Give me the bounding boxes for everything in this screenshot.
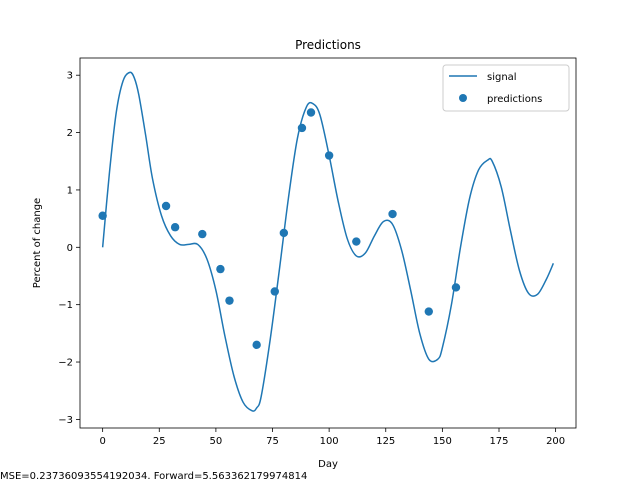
footer-metrics: MSE=0.23736093554192034. Forward=5.56336…: [0, 471, 307, 480]
chart-title: Predictions: [295, 38, 361, 52]
axes-frame: [79, 57, 577, 429]
y-axis-label: Percent of change: [32, 198, 43, 288]
prediction-point: [170, 223, 180, 232]
x-tick-label: 150: [433, 436, 452, 447]
legend: signal predictions: [442, 64, 570, 112]
prediction-point: [324, 151, 334, 160]
prediction-point: [279, 228, 289, 238]
x-tick-label: 25: [153, 436, 166, 447]
prediction-point: [161, 201, 171, 211]
plot-area: [79, 57, 577, 429]
x-axis-label: Day: [318, 459, 338, 470]
x-tick-label: 125: [376, 436, 395, 447]
prediction-point: [98, 211, 107, 220]
y-tick-label: 2: [67, 128, 73, 139]
prediction-point: [198, 229, 207, 239]
x-tick-label: 200: [546, 436, 565, 447]
x-tick-label: 175: [489, 436, 508, 447]
series-layer: [98, 71, 555, 412]
prediction-point: [270, 287, 279, 296]
prediction-point: [297, 123, 307, 133]
prediction-point: [388, 209, 397, 219]
y-tick-label: −2: [58, 358, 73, 369]
y-tick-label: 3: [67, 71, 73, 82]
y-tick-label: 1: [67, 185, 73, 196]
x-tick-label: 100: [320, 436, 339, 447]
x-tick-label: 75: [266, 436, 279, 447]
prediction-point: [225, 296, 234, 305]
plot-background: [80, 58, 576, 428]
y-tick-label: 0: [67, 243, 73, 254]
y-tick-label: −1: [58, 300, 73, 311]
x-tick-label: 0: [99, 436, 105, 447]
prediction-point: [352, 237, 361, 246]
y-tick-label: −3: [58, 415, 73, 426]
prediction-point: [306, 108, 316, 117]
y-axis-ticks: −3 −2 −1 0 1 2 3: [58, 71, 80, 426]
prediction-point: [252, 340, 261, 350]
legend-predictions-label: predictions: [487, 94, 542, 105]
legend-predictions-swatch: [459, 94, 467, 102]
x-tick-label: 50: [210, 436, 223, 447]
prediction-point: [424, 307, 433, 316]
prediction-point: [451, 283, 461, 292]
legend-signal-label: signal: [487, 72, 517, 83]
prediction-point: [216, 264, 225, 274]
signal-line: [101, 71, 555, 412]
x-axis-ticks: 0 25 50 75 100 125 150 175 200: [99, 428, 565, 447]
